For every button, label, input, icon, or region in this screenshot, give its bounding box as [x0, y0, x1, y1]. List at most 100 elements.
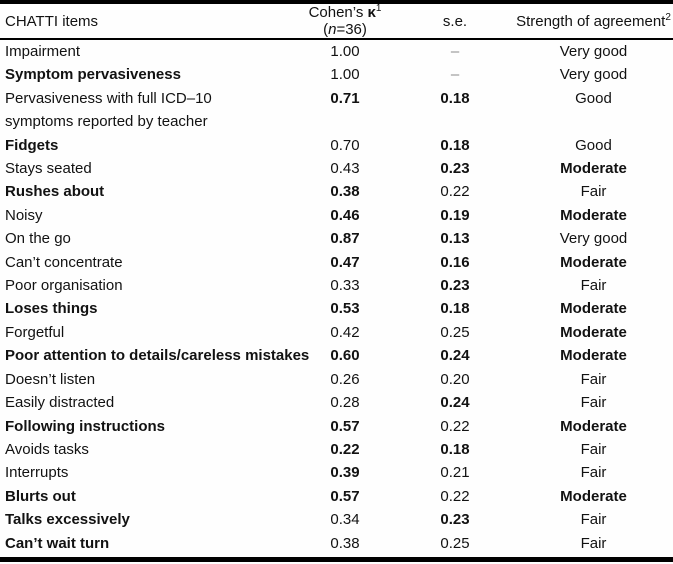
item-label: Talks excessively [5, 511, 130, 529]
column-header-se: s.e. [396, 4, 514, 40]
table-row: Blurts out 0.57 0.22 Moderate [0, 485, 673, 508]
table-top-rule [0, 0, 673, 4]
table-row: Interrupts 0.39 0.21 Fair [0, 461, 673, 484]
table-row: On the go 0.87 0.13 Very good [0, 227, 673, 250]
item-label: Avoids tasks [5, 440, 89, 458]
strength-value: Fair [580, 370, 607, 388]
item-label: Impairment [5, 43, 81, 60]
se-value: 0.18 [440, 440, 470, 458]
strength-value: Moderate [560, 347, 627, 365]
se-value: – [450, 66, 460, 84]
kappa-symbol: κ [367, 4, 376, 21]
strength-value: Fair [580, 440, 607, 458]
strength-value: Moderate [560, 300, 627, 318]
strength-footnote-marker: 2 [665, 11, 671, 23]
table-row: Following instructions 0.57 0.22 Moderat… [0, 415, 673, 438]
se-value: 0.20 [440, 370, 470, 388]
kappa-value: 0.70 [330, 136, 360, 154]
strength-value: Good [575, 89, 612, 107]
item-label: Doesn’t listen [5, 370, 96, 388]
kappa-value: 0.42 [330, 323, 360, 341]
table-header: CHATTI items Cohen’s κ1 (n=36) s.e. Stre… [0, 3, 673, 40]
strength-value: Moderate [560, 417, 627, 435]
kappa-value: 0.38 [330, 534, 360, 552]
se-value: 0.23 [440, 277, 470, 295]
item-label-line2: symptoms reported by teacher [5, 113, 208, 131]
strength-value: Moderate [560, 253, 627, 271]
table-row: Forgetful 0.42 0.25 Moderate [0, 321, 673, 344]
kappa-value: 1.00 [330, 43, 360, 60]
table-row: Loses things 0.53 0.18 Moderate [0, 297, 673, 320]
strength-value: Moderate [560, 487, 627, 505]
item-label: Rushes about [5, 183, 105, 201]
table-row: Can’t wait turn 0.38 0.25 Fair [0, 532, 673, 555]
se-value: 0.25 [440, 323, 470, 341]
item-label: Blurts out [5, 487, 76, 505]
se-value: 0.22 [440, 487, 470, 505]
kappa-agreement-table: CHATTI items Cohen’s κ1 (n=36) s.e. Stre… [0, 4, 673, 555]
se-value: 0.13 [440, 230, 470, 248]
kappa-value: 0.26 [330, 370, 360, 388]
se-value: 0.22 [440, 417, 470, 435]
kappa-value: 0.28 [330, 394, 360, 412]
item-label: Poor organisation [5, 277, 123, 295]
kappa-value: 0.39 [330, 464, 360, 482]
item-label: On the go [5, 230, 71, 248]
table-row: Impairment 1.00 – Very good [0, 39, 673, 63]
item-label: Loses things [5, 300, 98, 318]
items-header-label: CHATTI items [5, 12, 99, 30]
kappa-value: 0.43 [330, 160, 360, 178]
strength-value: Good [575, 136, 612, 154]
table-row: Easily distracted 0.28 0.24 Fair [0, 391, 673, 414]
item-label: Forgetful [5, 323, 65, 341]
table-row: Symptom pervasiveness 1.00 – Very good [0, 63, 673, 86]
table-row: Talks excessively 0.34 0.23 Fair [0, 508, 673, 531]
se-value: 0.18 [440, 300, 470, 318]
kappa-value: 1.00 [330, 66, 360, 84]
se-value: 0.24 [440, 347, 470, 365]
n-value: =36) [336, 21, 367, 38]
strength-value: Fair [580, 183, 607, 201]
se-value: 0.23 [440, 511, 470, 529]
se-value: 0.18 [440, 136, 470, 154]
strength-value: Very good [559, 230, 628, 248]
se-value: 0.22 [440, 183, 470, 201]
se-value: 0.25 [440, 534, 470, 552]
item-label: Noisy [5, 206, 43, 224]
kappa-value: 0.46 [330, 206, 360, 224]
se-value: 0.21 [440, 464, 470, 482]
strength-value: Very good [559, 43, 628, 60]
kappa-value: 0.57 [330, 417, 360, 435]
item-label: Can’t concentrate [5, 253, 123, 271]
item-label: Easily distracted [5, 394, 115, 412]
item-label: Stays seated [5, 160, 92, 178]
table-row: Avoids tasks 0.22 0.18 Fair [0, 438, 673, 461]
kappa-footnote-marker: 1 [375, 3, 382, 14]
kappa-value: 0.60 [330, 347, 360, 365]
table-row: Stays seated 0.43 0.23 Moderate [0, 157, 673, 180]
se-value: – [450, 43, 460, 60]
kappa-value: 0.22 [330, 440, 360, 458]
table-row: Poor organisation 0.33 0.23 Fair [0, 274, 673, 297]
strength-value: Fair [580, 464, 607, 482]
table-body: Impairment 1.00 – Very good Symptom perv… [0, 39, 673, 555]
item-label: Can’t wait turn [5, 534, 110, 552]
table-row: Pervasiveness with full ICD–10 symptoms … [0, 87, 673, 134]
table-row: Poor attention to details/careless mista… [0, 344, 673, 367]
kappa-value: 0.38 [330, 183, 360, 201]
item-label: Fidgets [5, 136, 59, 154]
table-row: Fidgets 0.70 0.18 Good [0, 134, 673, 157]
se-value: 0.18 [440, 89, 470, 107]
kappa-value: 0.53 [330, 300, 360, 318]
se-value: 0.24 [440, 394, 470, 412]
n-open-paren: ( [323, 21, 329, 38]
table-row: Rushes about 0.38 0.22 Fair [0, 180, 673, 203]
kappa-value: 0.87 [330, 230, 360, 248]
strength-value: Fair [580, 534, 607, 552]
header-row: CHATTI items Cohen’s κ1 (n=36) s.e. Stre… [0, 3, 673, 40]
se-value: 0.23 [440, 160, 470, 178]
table-row: Doesn’t listen 0.26 0.20 Fair [0, 368, 673, 391]
item-label: Interrupts [5, 464, 69, 482]
strength-header-label: Strength of agreement [516, 12, 666, 30]
